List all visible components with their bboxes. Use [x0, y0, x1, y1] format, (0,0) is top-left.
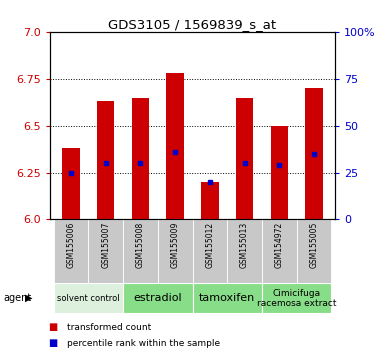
Bar [192, 283, 262, 313]
Bar [97, 101, 114, 219]
Text: Cimicifuga
racemosa extract: Cimicifuga racemosa extract [257, 289, 336, 308]
Text: GSM154972: GSM154972 [275, 222, 284, 268]
Bar [227, 219, 262, 283]
Title: GDS3105 / 1569839_s_at: GDS3105 / 1569839_s_at [109, 18, 276, 31]
Text: GSM155008: GSM155008 [136, 222, 145, 268]
Bar [88, 219, 123, 283]
Text: agent: agent [4, 293, 32, 303]
Bar [262, 283, 331, 313]
Bar [54, 219, 88, 283]
Text: tamoxifen: tamoxifen [199, 293, 255, 303]
Text: ■: ■ [48, 338, 57, 348]
Text: GSM155006: GSM155006 [66, 222, 75, 268]
Bar [236, 97, 253, 219]
Bar [54, 283, 123, 313]
Bar [297, 219, 331, 283]
Bar [262, 219, 297, 283]
Text: transformed count: transformed count [67, 323, 152, 332]
Bar [123, 283, 192, 313]
Text: estradiol: estradiol [134, 293, 182, 303]
Text: GSM155009: GSM155009 [171, 222, 180, 268]
Bar [271, 126, 288, 219]
Bar [305, 88, 323, 219]
Bar [132, 97, 149, 219]
Text: GSM155012: GSM155012 [205, 222, 214, 268]
Text: solvent control: solvent control [57, 294, 120, 303]
Text: ▶: ▶ [25, 293, 33, 303]
Bar [166, 73, 184, 219]
Text: ■: ■ [48, 322, 57, 332]
Text: percentile rank within the sample: percentile rank within the sample [67, 339, 221, 348]
Text: GSM155013: GSM155013 [240, 222, 249, 268]
Bar [192, 219, 227, 283]
Text: GSM155007: GSM155007 [101, 222, 110, 268]
Bar [158, 219, 192, 283]
Bar [201, 182, 219, 219]
Text: GSM155005: GSM155005 [310, 222, 319, 268]
Bar [62, 148, 80, 219]
Bar [123, 219, 158, 283]
